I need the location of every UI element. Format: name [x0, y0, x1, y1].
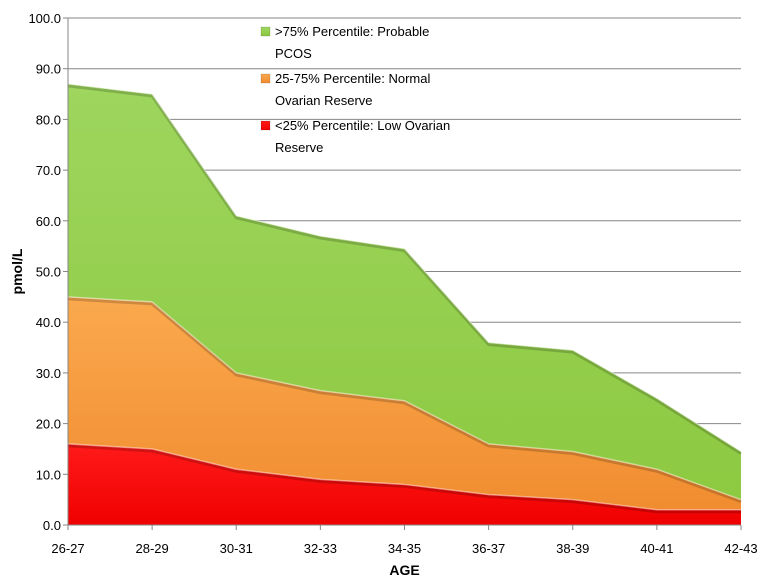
- y-tick-labels: 0.0 10.0 20.0 30.0 40.0 50.0 60.0 70.0 80.0 90.0 1…: [28, 11, 61, 533]
- axes: [63, 17, 742, 530]
- area-series-shadow-1: [67, 297, 742, 504]
- y-tick-label: 40.0: [36, 315, 61, 330]
- legend-label: Ovarian Reserve: [275, 93, 373, 108]
- legend-label: <25% Percentile: Low Ovarian: [275, 118, 450, 133]
- x-tick-label: 32-33: [304, 541, 337, 556]
- legend: >75% Percentile: Probable PCOS 25-75% Perc…: [260, 24, 450, 155]
- area-series-shadow-2: [67, 444, 741, 514]
- y-tick-label: 90.0: [36, 62, 61, 77]
- x-tick-label: 34-35: [388, 541, 421, 556]
- x-tick-label: 36-37: [472, 541, 505, 556]
- x-tick-label: 42-43: [724, 541, 757, 556]
- y-tick-label: 100.0: [28, 11, 61, 26]
- area-series-1: [68, 296, 741, 525]
- x-tick-label: 28-29: [136, 541, 169, 556]
- legend-label: Reserve: [275, 140, 323, 155]
- x-axis-title: AGE: [389, 562, 419, 578]
- legend-swatch: [260, 120, 271, 131]
- legend-swatch: [260, 73, 271, 84]
- x-tick-labels: 26-27 28-29 30-31 32-33 34-35 36-37 38-39 40-41…: [51, 541, 757, 556]
- y-tick-label: 60.0: [36, 214, 61, 229]
- x-tick-label: 30-31: [220, 541, 253, 556]
- y-tick-label: 30.0: [36, 366, 61, 381]
- y-tick-label: 50.0: [36, 265, 61, 280]
- x-tick-label: 26-27: [51, 541, 84, 556]
- y-axis-title: pmol/L: [9, 248, 25, 294]
- plot-areas: [67, 83, 742, 525]
- legend-swatch: [260, 26, 271, 37]
- y-tick-label: 20.0: [36, 417, 61, 432]
- y-tick-label: 80.0: [36, 112, 61, 127]
- area-series-edge-0: [67, 83, 742, 453]
- area-series-edge-1: [67, 296, 742, 501]
- legend-label: >75% Percentile: Probable: [275, 24, 429, 39]
- y-tick-label: 0.0: [43, 518, 61, 533]
- x-tick-label: 40-41: [640, 541, 673, 556]
- legend-label: PCOS: [275, 46, 312, 61]
- x-tick-label: 38-39: [556, 541, 589, 556]
- y-tick-label: 70.0: [36, 163, 61, 178]
- area-series-2: [68, 443, 741, 525]
- legend-label: 25-75% Percentile: Normal: [275, 71, 430, 86]
- area-series-edge-2: [67, 443, 741, 511]
- y-tick-label: 10.0: [36, 467, 61, 482]
- area-series-shadow-0: [67, 84, 742, 455]
